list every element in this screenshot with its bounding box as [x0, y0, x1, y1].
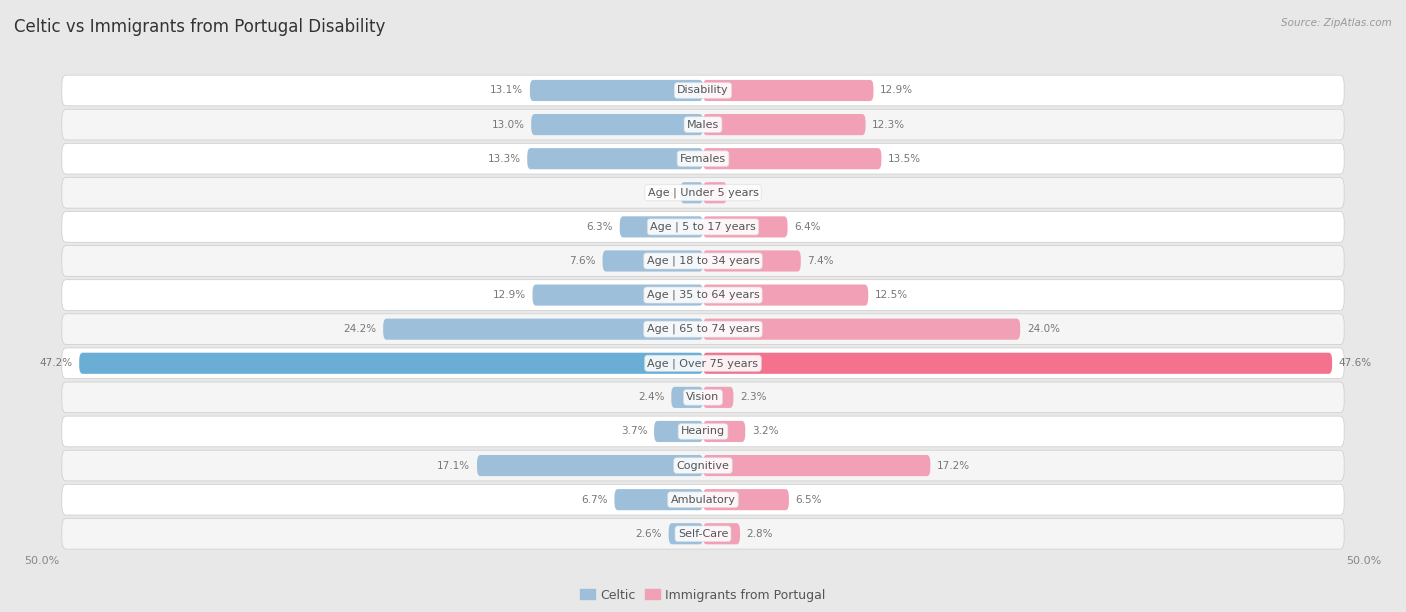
- Text: 47.6%: 47.6%: [1339, 358, 1372, 368]
- FancyBboxPatch shape: [62, 518, 1344, 549]
- Text: 6.3%: 6.3%: [586, 222, 613, 232]
- FancyBboxPatch shape: [703, 489, 789, 510]
- Text: 1.8%: 1.8%: [734, 188, 759, 198]
- Text: 7.4%: 7.4%: [807, 256, 834, 266]
- Text: Age | 65 to 74 years: Age | 65 to 74 years: [647, 324, 759, 334]
- FancyBboxPatch shape: [62, 450, 1344, 481]
- Text: 3.2%: 3.2%: [752, 427, 779, 436]
- FancyBboxPatch shape: [477, 455, 703, 476]
- FancyBboxPatch shape: [384, 319, 703, 340]
- FancyBboxPatch shape: [703, 523, 740, 544]
- FancyBboxPatch shape: [62, 109, 1344, 140]
- Text: 13.5%: 13.5%: [889, 154, 921, 163]
- FancyBboxPatch shape: [614, 489, 703, 510]
- Text: 2.8%: 2.8%: [747, 529, 773, 539]
- FancyBboxPatch shape: [62, 177, 1344, 208]
- FancyBboxPatch shape: [703, 80, 873, 101]
- FancyBboxPatch shape: [620, 216, 703, 237]
- Text: 6.7%: 6.7%: [581, 494, 607, 505]
- Text: Age | Over 75 years: Age | Over 75 years: [648, 358, 758, 368]
- FancyBboxPatch shape: [703, 285, 868, 305]
- Text: 12.5%: 12.5%: [875, 290, 908, 300]
- Text: Females: Females: [681, 154, 725, 163]
- FancyBboxPatch shape: [62, 348, 1344, 379]
- FancyBboxPatch shape: [703, 250, 801, 272]
- FancyBboxPatch shape: [703, 387, 734, 408]
- Text: 13.0%: 13.0%: [492, 119, 524, 130]
- Text: Age | 35 to 64 years: Age | 35 to 64 years: [647, 290, 759, 300]
- Text: Age | Under 5 years: Age | Under 5 years: [648, 187, 758, 198]
- FancyBboxPatch shape: [533, 285, 703, 305]
- FancyBboxPatch shape: [603, 250, 703, 272]
- Text: 2.4%: 2.4%: [638, 392, 665, 402]
- FancyBboxPatch shape: [62, 212, 1344, 242]
- FancyBboxPatch shape: [62, 484, 1344, 515]
- Text: Ambulatory: Ambulatory: [671, 494, 735, 505]
- Text: 24.2%: 24.2%: [343, 324, 377, 334]
- FancyBboxPatch shape: [703, 148, 882, 170]
- Text: Males: Males: [688, 119, 718, 130]
- Text: 12.3%: 12.3%: [872, 119, 905, 130]
- FancyBboxPatch shape: [62, 416, 1344, 447]
- Text: Source: ZipAtlas.com: Source: ZipAtlas.com: [1281, 18, 1392, 28]
- FancyBboxPatch shape: [703, 182, 727, 203]
- Text: Celtic vs Immigrants from Portugal Disability: Celtic vs Immigrants from Portugal Disab…: [14, 18, 385, 36]
- FancyBboxPatch shape: [654, 421, 703, 442]
- FancyBboxPatch shape: [527, 148, 703, 170]
- Text: 6.4%: 6.4%: [794, 222, 821, 232]
- FancyBboxPatch shape: [62, 75, 1344, 106]
- FancyBboxPatch shape: [531, 114, 703, 135]
- FancyBboxPatch shape: [79, 353, 703, 374]
- FancyBboxPatch shape: [703, 114, 866, 135]
- Text: 2.3%: 2.3%: [740, 392, 766, 402]
- Text: Cognitive: Cognitive: [676, 461, 730, 471]
- Text: 13.1%: 13.1%: [491, 86, 523, 95]
- FancyBboxPatch shape: [530, 80, 703, 101]
- FancyBboxPatch shape: [671, 387, 703, 408]
- Text: Vision: Vision: [686, 392, 720, 402]
- FancyBboxPatch shape: [703, 319, 1021, 340]
- FancyBboxPatch shape: [62, 245, 1344, 276]
- Text: 2.6%: 2.6%: [636, 529, 662, 539]
- FancyBboxPatch shape: [62, 314, 1344, 345]
- Text: 1.7%: 1.7%: [647, 188, 673, 198]
- FancyBboxPatch shape: [703, 353, 1331, 374]
- Text: Hearing: Hearing: [681, 427, 725, 436]
- FancyBboxPatch shape: [681, 182, 703, 203]
- Text: Self-Care: Self-Care: [678, 529, 728, 539]
- Text: 17.1%: 17.1%: [437, 461, 471, 471]
- Text: 47.2%: 47.2%: [39, 358, 73, 368]
- Text: 24.0%: 24.0%: [1026, 324, 1060, 334]
- FancyBboxPatch shape: [62, 143, 1344, 174]
- FancyBboxPatch shape: [62, 382, 1344, 412]
- Text: 17.2%: 17.2%: [936, 461, 970, 471]
- Text: Age | 18 to 34 years: Age | 18 to 34 years: [647, 256, 759, 266]
- Text: Disability: Disability: [678, 86, 728, 95]
- Text: Age | 5 to 17 years: Age | 5 to 17 years: [650, 222, 756, 232]
- Text: 6.5%: 6.5%: [796, 494, 823, 505]
- FancyBboxPatch shape: [703, 216, 787, 237]
- FancyBboxPatch shape: [703, 455, 931, 476]
- FancyBboxPatch shape: [669, 523, 703, 544]
- Text: 12.9%: 12.9%: [880, 86, 914, 95]
- Legend: Celtic, Immigrants from Portugal: Celtic, Immigrants from Portugal: [575, 584, 831, 606]
- Text: 7.6%: 7.6%: [569, 256, 596, 266]
- Text: 12.9%: 12.9%: [492, 290, 526, 300]
- Text: 13.3%: 13.3%: [488, 154, 520, 163]
- Text: 3.7%: 3.7%: [621, 427, 648, 436]
- FancyBboxPatch shape: [62, 280, 1344, 310]
- FancyBboxPatch shape: [703, 421, 745, 442]
